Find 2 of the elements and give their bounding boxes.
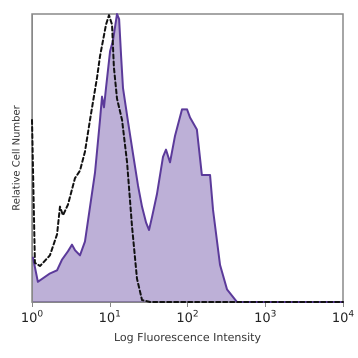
x-axis-title: Log Fluorescence Intensity: [114, 331, 262, 344]
y-axis-title: Relative Cell Number: [12, 104, 22, 211]
